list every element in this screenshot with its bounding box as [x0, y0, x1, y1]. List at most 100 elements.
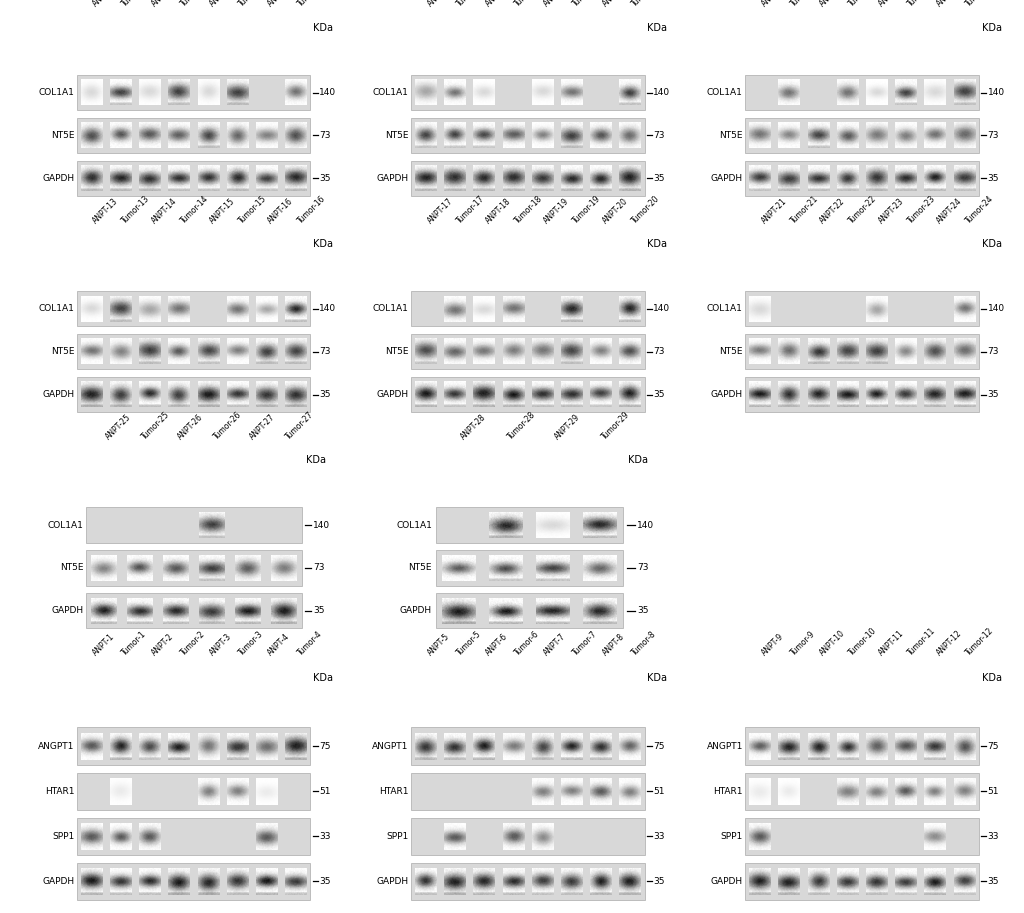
- Text: KDa: KDa: [982, 673, 1001, 683]
- Bar: [435, 508, 624, 543]
- Text: GAPDH: GAPDH: [42, 390, 75, 399]
- Bar: [77, 118, 310, 153]
- Text: 140: 140: [987, 304, 1005, 313]
- Text: ANPT-11: ANPT-11: [877, 629, 905, 657]
- Text: Tumor-4: Tumor-4: [296, 0, 324, 9]
- Text: GAPDH: GAPDH: [711, 173, 742, 183]
- Text: ANPT-5: ANPT-5: [426, 0, 452, 9]
- Text: 140: 140: [987, 88, 1005, 97]
- Text: KDa: KDa: [313, 239, 333, 249]
- Text: 73: 73: [319, 131, 331, 140]
- Bar: [435, 593, 624, 628]
- Text: COL1A1: COL1A1: [39, 88, 75, 97]
- Bar: [411, 863, 644, 900]
- Text: ANPT-7: ANPT-7: [543, 633, 568, 657]
- Text: ANPT-13: ANPT-13: [91, 196, 120, 225]
- Text: 35: 35: [319, 173, 331, 183]
- Text: ANPT-25: ANPT-25: [104, 413, 133, 441]
- Text: NT5E: NT5E: [51, 347, 75, 356]
- Text: GAPDH: GAPDH: [377, 390, 409, 399]
- Text: ANPT-19: ANPT-19: [543, 196, 571, 225]
- Text: KDa: KDa: [647, 23, 668, 33]
- Text: ANPT-1: ANPT-1: [91, 633, 117, 657]
- Text: 73: 73: [653, 131, 665, 140]
- Text: Tumor-25: Tumor-25: [140, 410, 172, 441]
- Text: Tumor-11: Tumor-11: [906, 0, 937, 9]
- Text: 51: 51: [987, 787, 999, 796]
- Text: 35: 35: [987, 877, 999, 886]
- Text: 140: 140: [319, 304, 336, 313]
- Text: Tumor-22: Tumor-22: [847, 194, 879, 225]
- Text: Tumor-23: Tumor-23: [906, 194, 937, 225]
- Bar: [411, 334, 644, 370]
- Text: HTAR1: HTAR1: [379, 787, 409, 796]
- Bar: [745, 772, 979, 810]
- Text: 140: 140: [653, 88, 671, 97]
- Text: Tumor-10: Tumor-10: [847, 626, 879, 657]
- Bar: [86, 508, 302, 543]
- Text: Tumor-12: Tumor-12: [965, 626, 995, 657]
- Text: 35: 35: [319, 390, 331, 399]
- Text: ANPT-5: ANPT-5: [426, 633, 452, 657]
- Text: COL1A1: COL1A1: [39, 304, 75, 313]
- Bar: [411, 377, 644, 412]
- Text: 51: 51: [653, 787, 665, 796]
- Text: Tumor-9: Tumor-9: [788, 630, 817, 657]
- Text: 35: 35: [313, 606, 325, 615]
- Text: GAPDH: GAPDH: [51, 606, 83, 615]
- Bar: [745, 818, 979, 855]
- Text: ANGPT1: ANGPT1: [707, 741, 742, 750]
- Text: 73: 73: [637, 563, 649, 572]
- Text: Tumor-2: Tumor-2: [179, 630, 207, 657]
- Text: KDa: KDa: [647, 673, 668, 683]
- Text: GAPDH: GAPDH: [711, 877, 742, 886]
- Text: ANPT-18: ANPT-18: [484, 196, 513, 225]
- Bar: [411, 818, 644, 855]
- Text: ANPT-22: ANPT-22: [818, 196, 847, 225]
- Text: NT5E: NT5E: [719, 131, 742, 140]
- Text: COL1A1: COL1A1: [373, 304, 409, 313]
- Bar: [745, 334, 979, 370]
- Text: KDa: KDa: [982, 239, 1001, 249]
- Text: 73: 73: [987, 347, 999, 356]
- Text: KDa: KDa: [647, 239, 668, 249]
- Text: 75: 75: [653, 741, 665, 750]
- Text: ANPT-1: ANPT-1: [91, 0, 117, 9]
- Text: Tumor-29: Tumor-29: [600, 410, 631, 441]
- Text: ANPT-4: ANPT-4: [266, 633, 292, 657]
- Text: KDa: KDa: [313, 673, 333, 683]
- Text: COL1A1: COL1A1: [373, 88, 409, 97]
- Text: ANPT-28: ANPT-28: [459, 413, 488, 441]
- Bar: [86, 593, 302, 628]
- Text: Tumor-21: Tumor-21: [788, 194, 820, 225]
- Text: 75: 75: [319, 741, 331, 750]
- Text: SPP1: SPP1: [721, 832, 742, 841]
- Bar: [411, 75, 644, 110]
- Text: Tumor-6: Tumor-6: [513, 630, 542, 657]
- Text: Tumor-17: Tumor-17: [455, 194, 486, 225]
- Text: ANPT-4: ANPT-4: [266, 0, 292, 9]
- Text: ANGPT1: ANGPT1: [38, 741, 75, 750]
- Bar: [411, 161, 644, 196]
- Text: GAPDH: GAPDH: [42, 173, 75, 183]
- Text: ANGPT1: ANGPT1: [373, 741, 409, 750]
- Text: ANPT-2: ANPT-2: [150, 633, 175, 657]
- Text: 140: 140: [653, 304, 671, 313]
- Text: GAPDH: GAPDH: [377, 173, 409, 183]
- Text: GAPDH: GAPDH: [377, 877, 409, 886]
- Text: NT5E: NT5E: [409, 563, 432, 572]
- Text: Tumor-26: Tumor-26: [212, 410, 244, 441]
- Bar: [77, 291, 310, 327]
- Bar: [77, 863, 310, 900]
- Text: Tumor-16: Tumor-16: [296, 194, 327, 225]
- Text: GAPDH: GAPDH: [399, 606, 432, 615]
- Text: 33: 33: [653, 832, 665, 841]
- Text: ANPT-21: ANPT-21: [760, 196, 788, 225]
- Text: 35: 35: [653, 877, 665, 886]
- Text: ANPT-11: ANPT-11: [877, 0, 905, 9]
- Text: HTAR1: HTAR1: [714, 787, 742, 796]
- Text: Tumor-19: Tumor-19: [571, 194, 603, 225]
- Text: NT5E: NT5E: [51, 131, 75, 140]
- Bar: [77, 161, 310, 196]
- Bar: [77, 334, 310, 370]
